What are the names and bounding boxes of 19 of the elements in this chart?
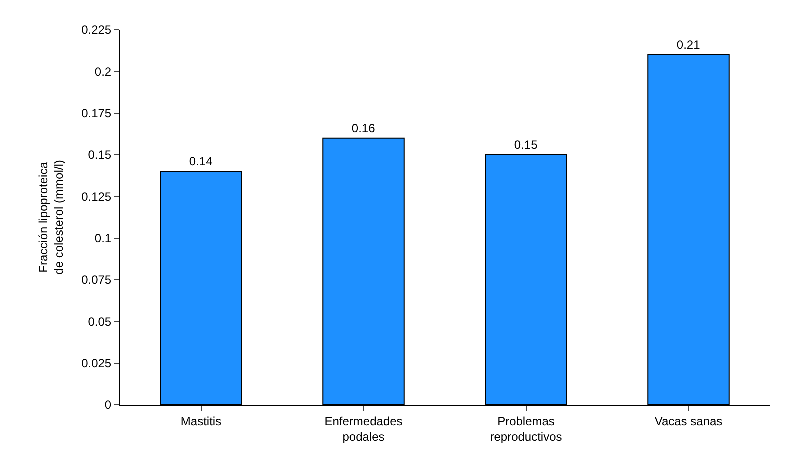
y-tick-label: 0.025 bbox=[82, 356, 112, 371]
y-tick-label: 0.05 bbox=[88, 314, 112, 329]
y-axis-title: Fracción lipoproteica de colesterol (mmol/l) bbox=[36, 160, 66, 275]
y-tick-label: 0.15 bbox=[88, 148, 112, 162]
x-tick-label: Mastitis bbox=[180, 414, 222, 428]
x-tick-label: Vacas sanas bbox=[654, 414, 723, 428]
y-tick-label: 0 bbox=[104, 398, 112, 412]
x-tick-label: Enfermedades podales bbox=[324, 414, 403, 444]
data-label: 0.15 bbox=[514, 138, 538, 152]
data-label: 0.21 bbox=[676, 38, 701, 52]
y-tick-label: 0.125 bbox=[82, 190, 112, 204]
x-tick-label: Problemas reproductivos bbox=[490, 414, 562, 444]
data-label: 0.16 bbox=[352, 121, 376, 136]
y-tick-label: 0.175 bbox=[82, 106, 112, 121]
y-tick-label: 0.1 bbox=[94, 232, 112, 246]
y-tick-label: 0.225 bbox=[82, 23, 112, 38]
data-label: 0.14 bbox=[189, 154, 214, 169]
y-tick-label: 0.075 bbox=[82, 273, 112, 288]
y-tick-label: 0.2 bbox=[94, 64, 112, 79]
